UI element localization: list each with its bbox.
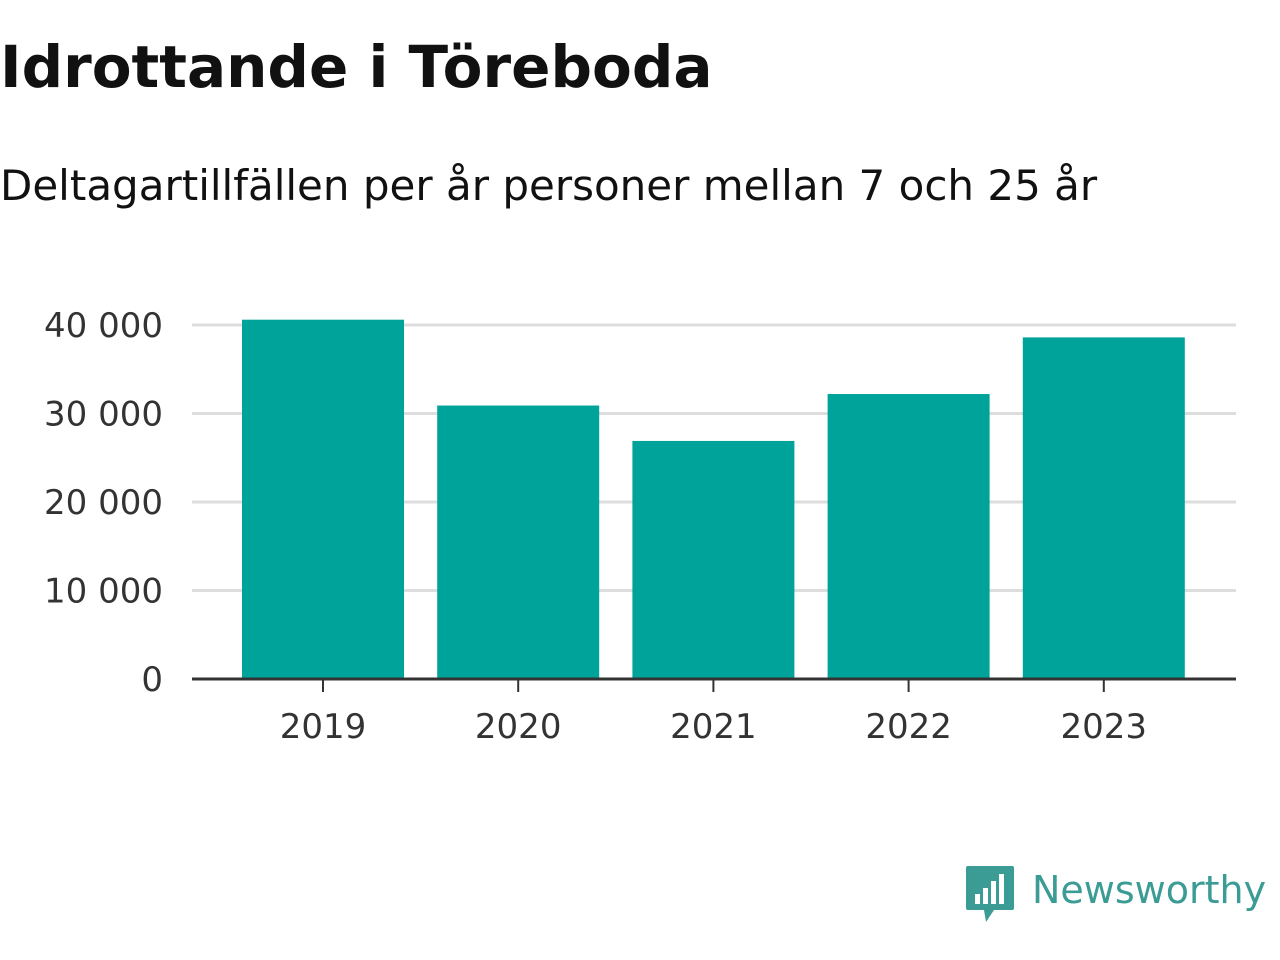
y-tick-label: 10 000	[44, 572, 163, 612]
y-tick-label: 20 000	[44, 483, 163, 523]
bars	[242, 319, 1185, 679]
y-tick-label: 40 000	[44, 306, 163, 346]
brand-name: Newsworthy	[1032, 868, 1267, 912]
bar	[827, 394, 990, 679]
x-tick-label: 2023	[1061, 707, 1148, 747]
chart-subtitle: Deltagartillfällen per år personer mella…	[0, 161, 1098, 210]
x-axis-tick-labels: 2019 2020 2021 2022 2023	[280, 707, 1147, 747]
y-tick-label: 0	[141, 660, 163, 700]
x-axis	[192, 677, 1236, 692]
x-tick-label: 2019	[280, 707, 367, 747]
newsworthy-logo-icon	[966, 866, 1014, 922]
bar	[632, 440, 795, 679]
chart-title: Idrottande i Töreboda	[0, 33, 713, 101]
bar	[1022, 337, 1185, 679]
y-axis-tick-labels: 0 10 000 20 000 30 000 40 000	[44, 306, 163, 700]
x-tick-label: 2020	[475, 707, 562, 747]
x-tick-label: 2021	[670, 707, 757, 747]
bar	[437, 405, 600, 679]
newsworthy-logo: Newsworthy	[964, 864, 1266, 924]
bar	[242, 319, 404, 679]
x-tick-label: 2022	[865, 707, 952, 747]
y-tick-label: 30 000	[44, 395, 163, 435]
